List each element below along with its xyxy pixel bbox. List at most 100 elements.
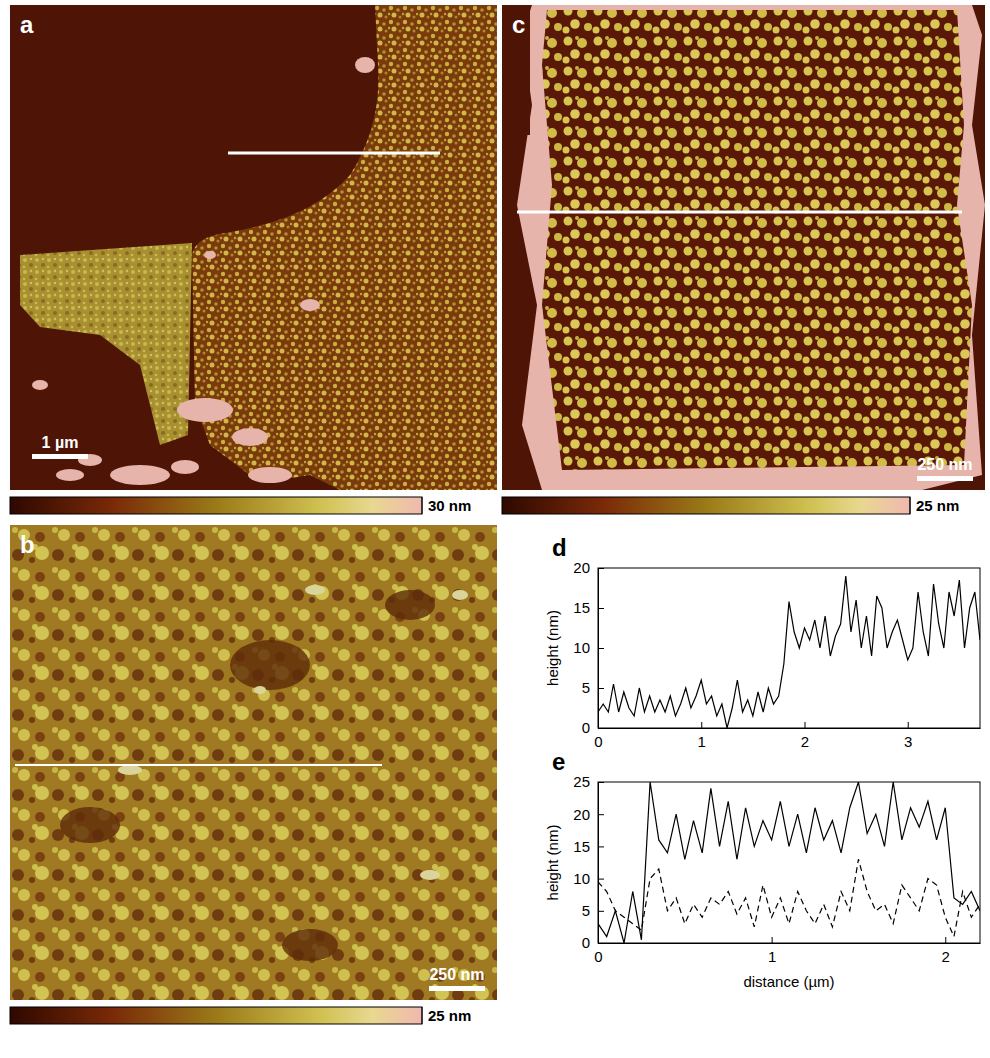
tick: 2 — [801, 722, 809, 750]
y-axis-title: height (nm) — [544, 825, 561, 901]
tick: 2 — [942, 937, 950, 965]
tick: 1 — [768, 937, 776, 965]
tick-mark — [598, 688, 604, 689]
scale-bar-label: 1 µm — [42, 434, 79, 451]
colorbar-tick — [422, 1007, 423, 1024]
line-chart: 012305101520height (nm)d — [544, 534, 981, 750]
panel-letter: e — [552, 748, 565, 775]
x-axis: 0123 — [594, 722, 980, 750]
scale-bar-label: 250 nm — [917, 456, 972, 473]
image-patch — [282, 929, 338, 961]
tick: 10 — [573, 870, 604, 887]
tick-mark — [598, 911, 604, 912]
image-ground — [10, 5, 497, 490]
scale-bar — [429, 986, 485, 991]
plot-area — [598, 782, 980, 943]
tick-mark — [598, 846, 604, 847]
tick-label: 15 — [573, 838, 590, 855]
y-axis-title: height (nm) — [544, 610, 561, 686]
tick-mark — [772, 937, 773, 943]
image-blob — [32, 380, 48, 390]
tick: 20 — [573, 806, 604, 823]
image-particle — [118, 765, 142, 775]
image-region — [192, 5, 497, 490]
image-content — [502, 5, 985, 490]
tick-label: 1 — [698, 733, 706, 750]
tick-label: 5 — [582, 902, 590, 919]
tick-label: 5 — [582, 679, 590, 696]
tick-label: 10 — [573, 870, 590, 887]
plot-frame — [598, 782, 980, 943]
data-line — [598, 576, 980, 728]
image-blob — [110, 465, 170, 485]
image-rim — [517, 5, 985, 490]
tick-label: 15 — [573, 599, 590, 616]
colorbar — [10, 497, 422, 514]
tick-mark — [945, 937, 946, 943]
colorbar-tick — [910, 497, 911, 514]
image-particle — [420, 870, 440, 880]
tick-mark — [908, 722, 909, 728]
tick-label: 0 — [594, 948, 602, 965]
tick-label: 10 — [573, 639, 590, 656]
colorbar-label: 30 nm — [428, 497, 471, 514]
image-blob — [300, 299, 320, 311]
tick: 15 — [573, 838, 604, 855]
image-ground — [502, 5, 985, 490]
image-blob — [171, 460, 199, 474]
figure: a 1 µm 30 nm b 250 nm 25 nm c 250 nm 25 nm 0 1 2 3 0 5… — [0, 0, 990, 1058]
tick-mark — [598, 648, 604, 649]
image-content — [10, 525, 497, 1000]
tick: 5 — [582, 679, 604, 696]
panel-letter: c — [512, 11, 525, 38]
tick-label: 3 — [904, 733, 912, 750]
tick-mark — [804, 722, 805, 728]
colorbar-label: 25 nm — [916, 497, 959, 514]
tick-label: 25 — [573, 773, 590, 790]
image-particle — [254, 686, 266, 694]
image-panel: c 250 nm — [502, 5, 985, 490]
image-blob — [355, 57, 375, 73]
profile-line — [15, 764, 382, 766]
tick-mark — [598, 879, 604, 880]
tick-label: 0 — [582, 719, 590, 736]
image-patch — [385, 590, 435, 620]
tick-label: 2 — [801, 733, 809, 750]
image-region — [542, 10, 972, 470]
image-ground — [502, 5, 530, 135]
colorbar — [10, 1007, 422, 1024]
image-blob — [248, 467, 292, 483]
image-content — [10, 5, 497, 490]
tick-mark — [701, 722, 702, 728]
data-line — [598, 859, 980, 936]
image-ground — [10, 525, 497, 1000]
profile-line — [228, 152, 440, 155]
scale-bar — [917, 476, 973, 481]
tick: 15 — [573, 599, 604, 616]
x-axis: 0 1 2 — [594, 937, 980, 965]
x-axis-title: distance (µm) — [743, 973, 834, 990]
plot-area — [598, 576, 980, 728]
tick-label: 20 — [573, 806, 590, 823]
image-patch — [230, 640, 310, 690]
tick-label: 0 — [582, 934, 590, 951]
tick: 5 — [582, 902, 604, 919]
colorbar-label: 25 nm — [428, 1007, 471, 1024]
image-particle — [305, 585, 325, 595]
image-blob — [204, 251, 216, 259]
tick-label: 1 — [768, 948, 776, 965]
tick-mark — [598, 814, 604, 815]
tick: 10 — [573, 639, 604, 656]
tick: 3 — [904, 722, 912, 750]
tick-mark — [598, 608, 604, 609]
line-chart: 0120510152025height (nm)distance (µm)e — [544, 748, 981, 990]
panel-letter: d — [552, 534, 567, 561]
colorbar-tick — [422, 497, 423, 514]
profile-line — [517, 211, 962, 214]
image-panel: b 250 nm — [10, 525, 497, 1000]
panel-letter: b — [20, 531, 35, 558]
scale-bar-label: 250 nm — [429, 966, 484, 983]
panel-letter: a — [20, 11, 34, 38]
image-region — [20, 243, 192, 445]
image-blob — [177, 398, 233, 422]
